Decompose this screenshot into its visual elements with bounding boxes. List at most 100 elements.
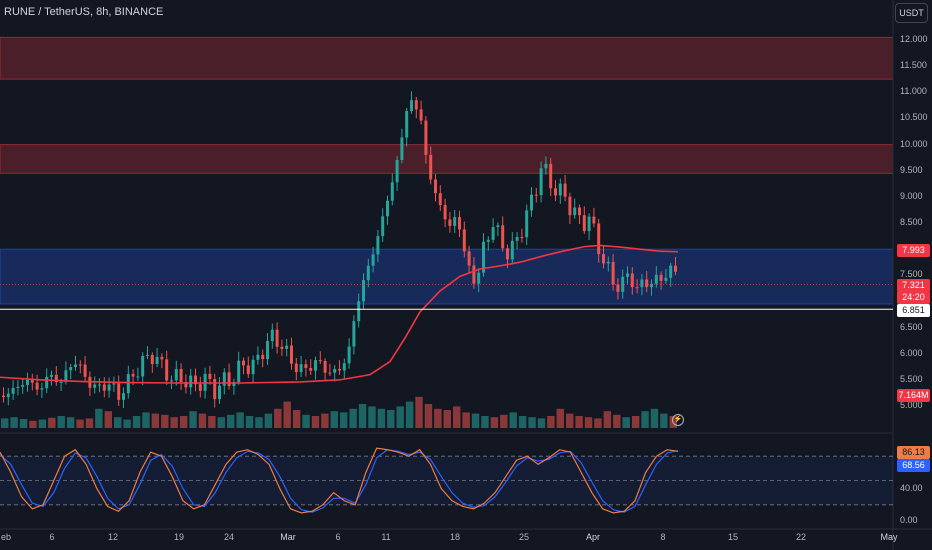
- candle-body: [26, 379, 29, 386]
- candle-body: [659, 274, 663, 281]
- candle-body: [554, 188, 557, 196]
- oscillator-tick: 0.00: [900, 515, 918, 525]
- volume-bar: [38, 419, 47, 428]
- candle-body: [333, 368, 337, 373]
- candle-body: [347, 346, 351, 364]
- candle-body: [582, 215, 586, 232]
- zone-1: [0, 144, 894, 174]
- candle-body: [122, 393, 125, 400]
- candle-body: [69, 367, 73, 371]
- candle-body: [314, 360, 317, 371]
- volume-bar: [330, 411, 338, 428]
- oscillator-tick: 40.00: [900, 482, 923, 493]
- candle-body: [515, 237, 519, 241]
- candle-body: [323, 360, 327, 373]
- volume-bar: [368, 406, 376, 428]
- candle-body: [16, 386, 20, 388]
- candle-body: [362, 280, 365, 302]
- candle-body: [486, 239, 490, 242]
- candle-body: [213, 378, 217, 400]
- candle-body: [496, 225, 500, 228]
- candle-body: [645, 279, 649, 288]
- time-tick: 24: [223, 532, 235, 542]
- volume-bar: [274, 408, 282, 428]
- price-tick: 11.000: [900, 86, 927, 97]
- price-tick: 9.000: [900, 190, 923, 201]
- volume-bar: [179, 416, 188, 428]
- candle-body: [174, 369, 178, 381]
- candle-body: [290, 345, 293, 364]
- last-price-badge: 7.321: [897, 279, 930, 292]
- volume-bar: [500, 414, 508, 428]
- volume-bar: [29, 420, 37, 428]
- candle-body: [237, 360, 241, 383]
- volume-bar: [302, 414, 310, 428]
- candle-body: [592, 216, 596, 224]
- volume-bar: [434, 408, 442, 428]
- candle-body: [304, 364, 308, 369]
- currency-button[interactable]: USDT: [895, 3, 928, 23]
- candle-body: [381, 216, 385, 237]
- time-tick: May: [880, 532, 898, 542]
- candle-body: [669, 265, 673, 278]
- candle-body: [386, 200, 389, 217]
- volume-bar: [198, 413, 207, 428]
- candle-body: [491, 227, 495, 240]
- candle-body: [270, 329, 274, 342]
- candle-body: [194, 375, 197, 385]
- candle-body: [328, 372, 332, 374]
- volume-bar: [217, 417, 225, 428]
- candle-body: [520, 237, 524, 239]
- candle-body: [179, 369, 183, 382]
- candle-body: [342, 363, 346, 371]
- price-tick: 12.000: [900, 34, 928, 44]
- ma-layer: [0, 244, 679, 384]
- time-tick: 8: [660, 532, 666, 542]
- candle-body: [578, 207, 581, 216]
- volume-bar: [518, 416, 527, 428]
- volume-bar: [537, 418, 546, 428]
- volume-bar: [387, 410, 395, 428]
- price-tick: 7.500: [900, 269, 923, 280]
- time-tick: Apr: [585, 532, 601, 542]
- candle-body: [414, 100, 418, 110]
- volume-bar: [453, 406, 461, 428]
- candle-body: [611, 261, 615, 285]
- candle-body: [654, 274, 658, 284]
- candle-body: [338, 368, 341, 371]
- candle-body: [395, 159, 399, 183]
- volume-bar: [48, 417, 56, 428]
- candle-body: [568, 196, 572, 216]
- volume-bar: [142, 412, 150, 428]
- hline-layer: [0, 284, 893, 310]
- lightning-alert-icon[interactable]: ⚡: [672, 414, 684, 426]
- time-tick: 12: [107, 532, 119, 542]
- candle-body: [309, 368, 313, 371]
- volume-bar: [104, 411, 112, 428]
- candle-body: [453, 217, 457, 226]
- candle-body: [136, 376, 140, 378]
- candle-body: [21, 385, 25, 387]
- candle-body: [150, 354, 154, 364]
- candle-body: [438, 193, 442, 205]
- stoch-d-badge: 68.56: [897, 459, 930, 472]
- symbol-title[interactable]: RUNE / TetherUS, 8h, BINANCE: [4, 6, 164, 18]
- volume-bar: [132, 416, 141, 428]
- candle-body: [266, 341, 269, 360]
- candle-body: [299, 364, 303, 373]
- price-tick: 5.000: [900, 400, 923, 410]
- candle-body: [232, 382, 236, 386]
- stoch-k-line: [0, 447, 679, 514]
- volume-bar: [227, 414, 235, 428]
- candle-body: [227, 372, 231, 386]
- candle-body: [40, 388, 44, 390]
- candle-body: [434, 179, 437, 194]
- candle-body: [155, 356, 159, 364]
- candle-body: [405, 110, 409, 138]
- candle-body: [98, 384, 101, 386]
- stoch-k-badge: 86.13: [897, 446, 930, 459]
- price-tick: 5.500: [900, 373, 923, 384]
- volume-badge: 7.164M: [897, 389, 930, 402]
- candle-body: [35, 382, 39, 390]
